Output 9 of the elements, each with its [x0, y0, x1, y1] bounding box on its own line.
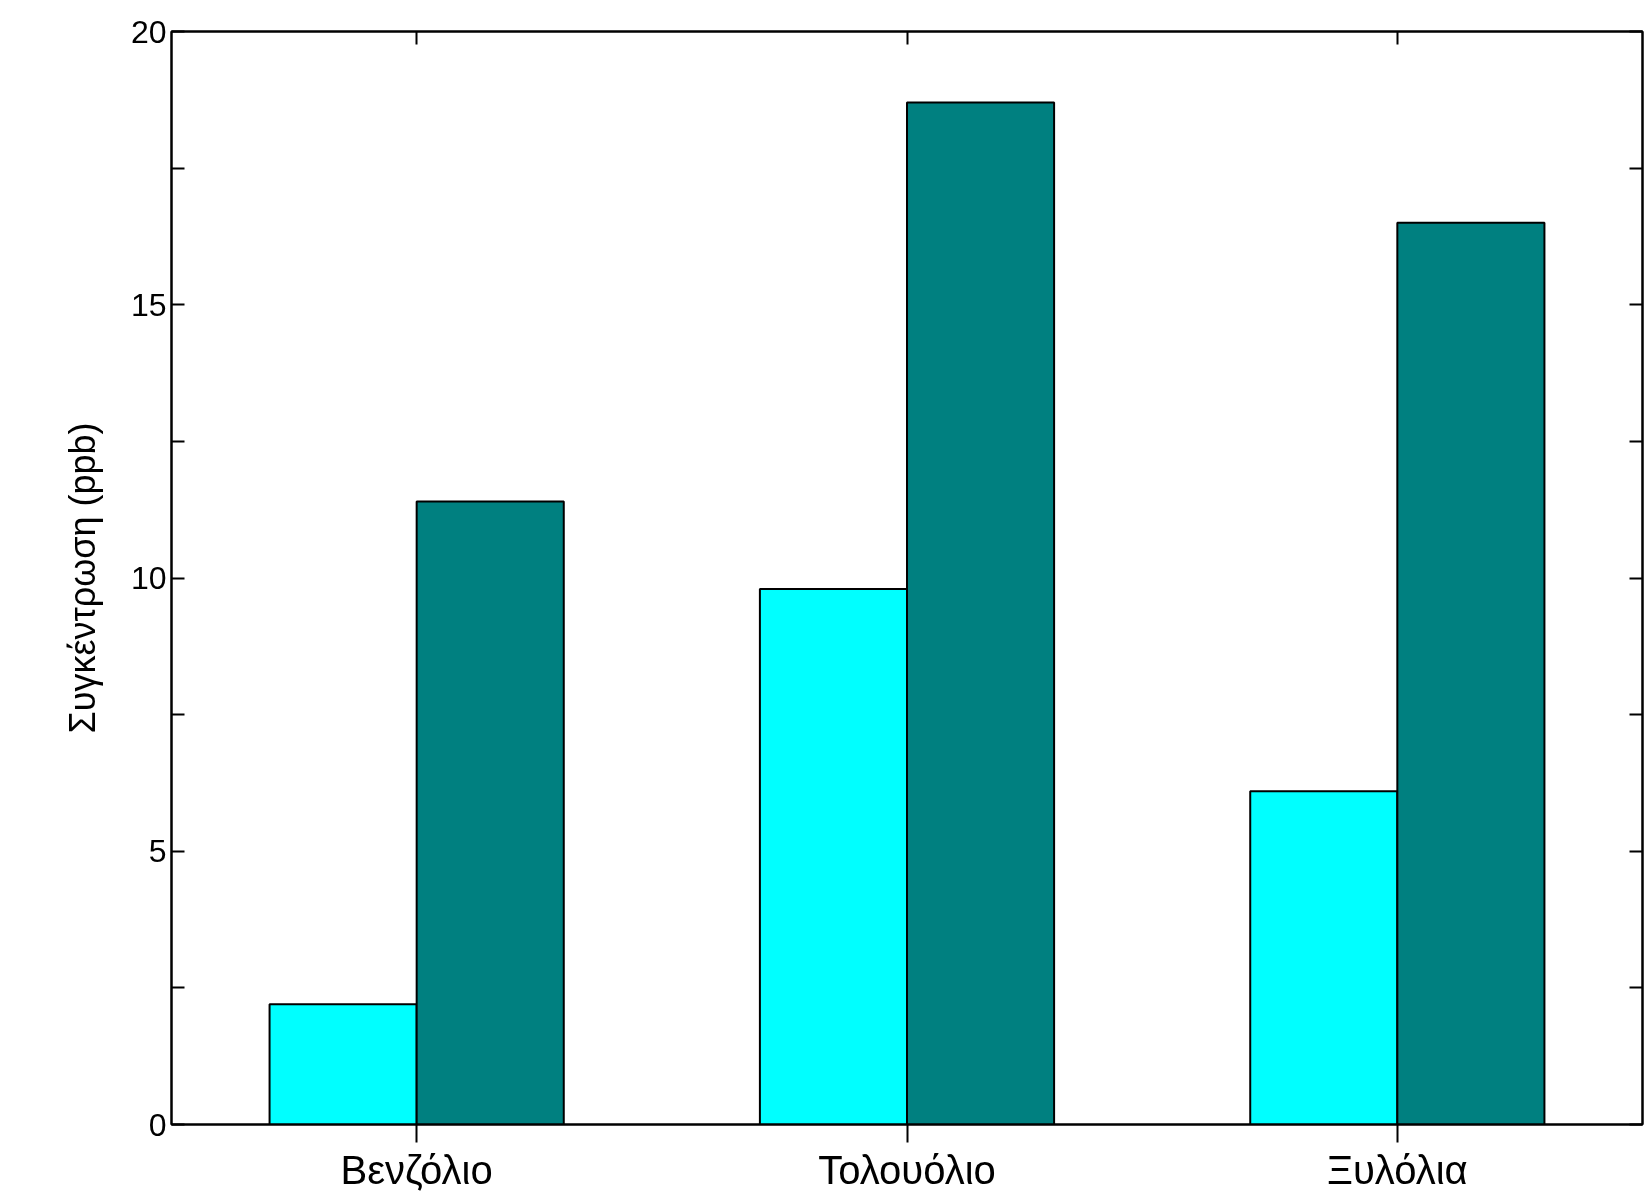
x-tick-label: Τολουόλιο	[818, 1147, 996, 1192]
y-tick-label: 5	[148, 833, 167, 870]
y-tick-label: 20	[130, 13, 167, 50]
x-tick-label: Ξυλόλια	[1326, 1147, 1468, 1192]
y-tick-label: 0	[148, 1106, 167, 1143]
y-tick-label: 10	[130, 560, 167, 596]
x-tick-label: Βενζόλιο	[340, 1147, 493, 1192]
y-tick-label: 15	[130, 286, 167, 323]
y-axis-title: Συγκέντρωση (ppb)	[61, 422, 103, 734]
